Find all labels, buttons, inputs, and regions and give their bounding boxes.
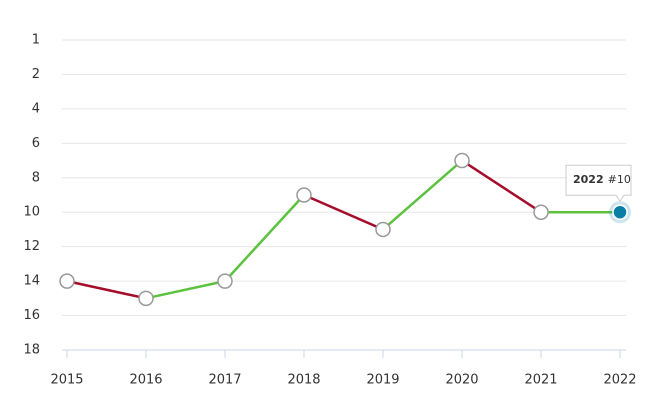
tooltip: 2022 #10 xyxy=(565,164,632,203)
x-tick-label: 2021 xyxy=(524,373,557,388)
line-segment xyxy=(66,279,147,300)
marker xyxy=(454,152,470,169)
marker xyxy=(296,187,312,203)
tooltip-text: 2022 #10 xyxy=(573,173,631,186)
y-tick-label: 1 xyxy=(32,33,40,48)
y-tick-label: 18 xyxy=(23,343,40,358)
x-tick-label: 2020 xyxy=(445,373,478,388)
y-tick-label: 8 xyxy=(32,170,40,185)
line-segment xyxy=(382,159,463,231)
marker xyxy=(59,273,75,289)
y-tick-label: 2 xyxy=(32,67,40,82)
tooltip-box xyxy=(565,164,632,203)
y-tick-label: 14 xyxy=(23,274,40,289)
y-tick-label: 6 xyxy=(32,136,40,151)
line-segment xyxy=(224,194,305,282)
x-tick-label: 2018 xyxy=(287,373,320,388)
line-segment xyxy=(303,193,384,231)
y-tick-label: 12 xyxy=(23,239,40,254)
tooltip-title: 2022 xyxy=(573,173,604,186)
y-tick-label: 4 xyxy=(32,101,40,116)
x-tick-label: 2022 xyxy=(603,373,636,388)
marker xyxy=(138,290,154,307)
marker xyxy=(375,221,391,238)
marker xyxy=(612,204,628,220)
marker xyxy=(533,204,549,220)
x-tick-label: 2019 xyxy=(366,373,399,388)
x-tick-label: 2016 xyxy=(129,373,162,388)
y-tick-label: 10 xyxy=(23,205,40,220)
y-tick-label: 16 xyxy=(23,308,40,323)
line-segment xyxy=(461,159,542,214)
tooltip-value: #10 xyxy=(608,173,631,186)
marker xyxy=(217,273,233,289)
x-tick-label: 2017 xyxy=(208,373,241,388)
line-segment xyxy=(145,279,226,300)
x-tick-label: 2015 xyxy=(50,373,83,388)
